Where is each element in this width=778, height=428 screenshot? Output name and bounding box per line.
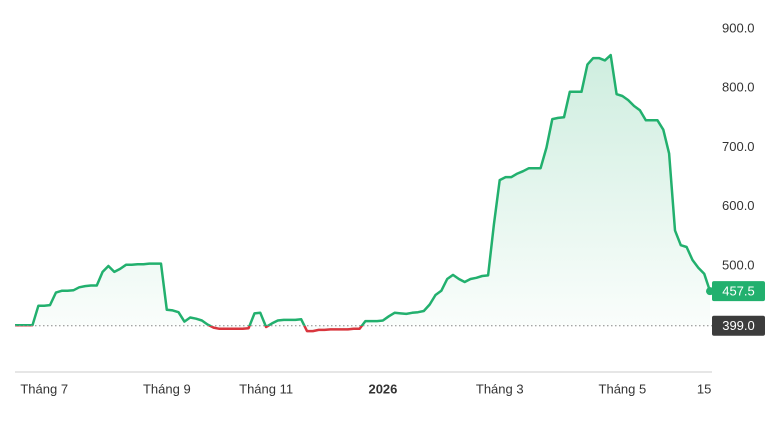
x-tick-label: Tháng 9 (143, 381, 191, 396)
y-tick-label: 800.0 (722, 80, 755, 95)
y-tick-label: 700.0 (722, 139, 755, 154)
x-tick-label: 15 (697, 381, 711, 396)
price-line (15, 53, 712, 333)
baseline-label: 399.0 (722, 318, 755, 333)
area (15, 55, 710, 332)
y-tick-label: 900.0 (722, 20, 755, 35)
baseline-box (712, 315, 765, 336)
x-tick-label: Tháng 11 (239, 381, 293, 396)
x-tick-label: Tháng 5 (599, 381, 647, 396)
price-dot (706, 287, 714, 296)
price-label: 457.5 (722, 284, 755, 299)
x-tick-label: Tháng 3 (476, 381, 524, 396)
x-tick-label: Tháng 7 (20, 381, 68, 396)
y-tick-label: 500.0 (722, 257, 755, 272)
price-box (712, 281, 765, 302)
y-tick-label: 600.0 (722, 198, 755, 213)
x-tick-label: 2026 (368, 381, 397, 396)
